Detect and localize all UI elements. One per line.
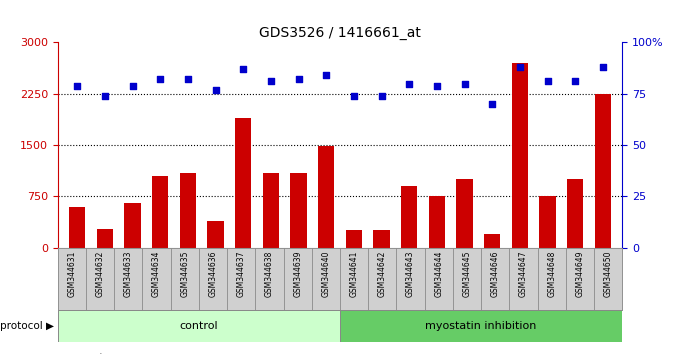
Text: GSM344648: GSM344648 <box>547 251 556 297</box>
Text: GSM344650: GSM344650 <box>604 251 613 297</box>
Bar <box>152 176 169 248</box>
Text: GSM344643: GSM344643 <box>406 251 415 297</box>
Bar <box>453 248 481 310</box>
Bar <box>539 196 556 248</box>
Text: GSM344635: GSM344635 <box>180 251 189 297</box>
Bar <box>340 248 369 310</box>
Text: protocol ▶: protocol ▶ <box>1 321 54 331</box>
Point <box>127 83 138 88</box>
Text: GSM344646: GSM344646 <box>491 251 500 297</box>
Point <box>99 93 110 99</box>
Text: GSM344640: GSM344640 <box>322 251 330 297</box>
Text: control: control <box>180 321 218 331</box>
Bar <box>318 146 335 248</box>
Bar <box>114 248 143 310</box>
Text: GSM344641: GSM344641 <box>350 251 358 297</box>
Point <box>238 66 249 72</box>
Text: count: count <box>75 353 104 354</box>
Point <box>321 73 332 78</box>
Bar <box>227 248 256 310</box>
Text: GSM344642: GSM344642 <box>378 251 387 297</box>
Bar <box>509 248 538 310</box>
Text: GSM344644: GSM344644 <box>435 251 443 297</box>
Bar <box>312 248 340 310</box>
Point <box>514 64 525 70</box>
Bar <box>69 207 86 248</box>
Bar <box>567 179 583 248</box>
Bar <box>86 248 114 310</box>
Text: GSM344649: GSM344649 <box>575 251 584 297</box>
Point <box>376 93 387 99</box>
Point <box>598 64 609 70</box>
Bar <box>594 248 622 310</box>
Point <box>210 87 221 92</box>
Bar <box>58 310 340 342</box>
Text: GSM344636: GSM344636 <box>209 251 218 297</box>
Bar <box>396 248 425 310</box>
Bar <box>511 63 528 248</box>
Bar <box>58 248 86 310</box>
Bar <box>58 248 622 310</box>
Point <box>265 79 276 84</box>
Bar <box>425 248 453 310</box>
Point <box>487 101 498 107</box>
Bar <box>124 203 141 248</box>
Bar <box>401 186 418 248</box>
Bar <box>171 248 199 310</box>
Bar <box>180 172 196 248</box>
Text: GSM344634: GSM344634 <box>152 251 161 297</box>
Bar <box>256 248 284 310</box>
Bar <box>538 248 566 310</box>
Bar <box>345 230 362 248</box>
Point <box>71 83 82 88</box>
Text: GSM344639: GSM344639 <box>293 251 302 297</box>
Bar <box>284 248 312 310</box>
Bar <box>262 172 279 248</box>
Bar <box>481 248 509 310</box>
Point <box>570 79 581 84</box>
Bar <box>566 248 594 310</box>
Text: GSM344637: GSM344637 <box>237 251 245 297</box>
Bar <box>484 234 500 248</box>
Text: GSM344632: GSM344632 <box>96 251 105 297</box>
Point <box>459 81 470 86</box>
Bar <box>235 118 252 248</box>
Text: GSM344633: GSM344633 <box>124 251 133 297</box>
Bar <box>456 179 473 248</box>
Bar <box>340 310 622 342</box>
Point <box>182 76 193 82</box>
Bar <box>207 221 224 248</box>
Point <box>348 93 359 99</box>
Text: myostatin inhibition: myostatin inhibition <box>426 321 537 331</box>
Point <box>293 76 304 82</box>
Text: GSM344638: GSM344638 <box>265 251 274 297</box>
Bar <box>594 95 611 248</box>
Point <box>404 81 415 86</box>
Bar <box>373 230 390 248</box>
Bar <box>428 196 445 248</box>
Text: GSM344631: GSM344631 <box>67 251 76 297</box>
Bar <box>369 248 396 310</box>
Bar <box>143 248 171 310</box>
Bar <box>97 229 113 248</box>
Bar <box>290 172 307 248</box>
Title: GDS3526 / 1416661_at: GDS3526 / 1416661_at <box>259 26 421 40</box>
Text: GSM344645: GSM344645 <box>462 251 471 297</box>
Point <box>155 76 166 82</box>
Bar <box>199 248 227 310</box>
Point <box>431 83 442 88</box>
Point <box>542 79 553 84</box>
Text: GSM344647: GSM344647 <box>519 251 528 297</box>
